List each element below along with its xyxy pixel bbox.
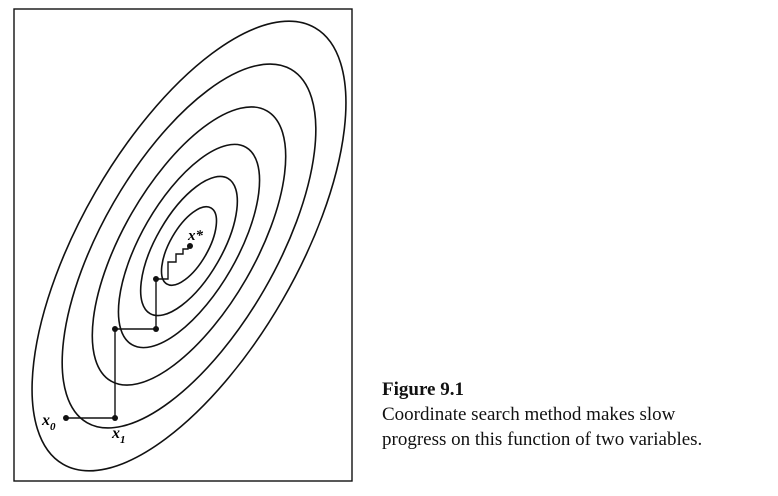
label-x1-main: x [111, 425, 120, 442]
caption-label: Figure 9.1 [382, 379, 464, 400]
figure-frame [13, 8, 353, 482]
iterate-points [63, 243, 193, 421]
point-x4 [153, 276, 159, 282]
contour-2 [61, 63, 317, 429]
point-x1 [112, 415, 118, 421]
search-path [66, 245, 190, 419]
label-x0-sub: 0 [50, 421, 56, 433]
point-x-star [187, 243, 193, 249]
caption-line-2: progress on this function of two variabl… [382, 429, 703, 450]
label-x0-main: x [41, 412, 50, 429]
point-x2 [112, 326, 118, 332]
contour-ellipses [31, 20, 347, 472]
contour-figure: x* x0 x1 [13, 8, 353, 482]
contour-5 [139, 175, 239, 317]
label-x1-sub: 1 [120, 434, 126, 446]
label-x-star: x* [187, 228, 204, 244]
label-x1: x1 [111, 425, 126, 446]
contour-1 [31, 20, 347, 472]
point-x3 [153, 326, 159, 332]
caption-line-1: Coordinate search method makes slow [382, 404, 676, 425]
point-x0 [63, 415, 69, 421]
figure-caption: Figure 9.1 Coordinate search method make… [382, 378, 774, 452]
contour-3 [91, 106, 287, 386]
contour-4 [117, 143, 261, 349]
label-x0: x0 [41, 412, 56, 433]
